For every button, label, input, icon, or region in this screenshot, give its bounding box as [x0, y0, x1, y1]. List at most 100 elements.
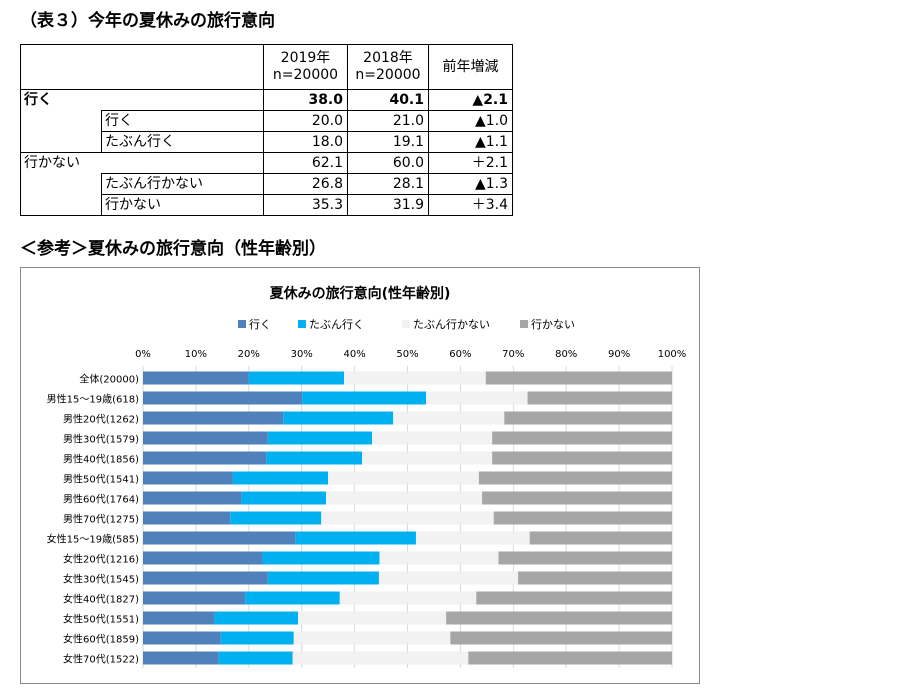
row-label: たぶん行かない [101, 173, 264, 195]
cell-diff: ＋2.1 [428, 152, 513, 174]
bar-segment [143, 471, 233, 485]
bar-segment [378, 571, 519, 585]
bar-segment [492, 451, 672, 465]
y-category-label: 男性20代(1262) [63, 413, 139, 426]
table-header-row: 2019年 n=20000 2018年 n=20000 前年増減 [20, 44, 513, 90]
y-category-label: 女性30代(1545) [63, 573, 139, 586]
bar-segment [426, 391, 528, 405]
cell-2019: 26.8 [263, 173, 348, 195]
bar-segment [393, 411, 505, 425]
bar-segment [498, 551, 672, 565]
stacked-bar-chart: 夏休みの旅行意向(性年齢別) 行く たぶん行く たぶん行かない 行かない 0% 10% 2… [47, 285, 686, 668]
header-2018: 2018年 n=20000 [347, 44, 429, 90]
bar-segment [321, 511, 494, 525]
table-row: たぶん行く 18.0 19.1 ▲1.1 [20, 131, 513, 153]
y-category-label: 男性50代(1541) [63, 473, 139, 486]
bar-segment [339, 591, 477, 605]
x-tick-label: 20% [238, 349, 260, 360]
bar-segment [295, 531, 416, 545]
legend-swatch [402, 320, 410, 328]
travel-intention-table: 2019年 n=20000 2018年 n=20000 前年増減 行く 38.0 4… [20, 44, 513, 216]
bar-segment [297, 611, 447, 625]
y-category-label: 女性40代(1827) [63, 593, 139, 606]
header-2019: 2019年 n=20000 [263, 44, 348, 90]
bar-segment [143, 491, 242, 505]
row-label: たぶん行く [101, 131, 264, 153]
bar-segment [218, 651, 293, 665]
table-row: 行かない 35.3 31.9 ＋3.4 [20, 194, 513, 216]
row-label: 行く [20, 89, 264, 111]
bar-segment [230, 511, 322, 525]
cell-diff: ▲1.1 [428, 131, 513, 153]
cell-diff: ▲2.1 [428, 89, 513, 111]
row-group-cell [20, 173, 102, 195]
y-category-label: 男性30代(1579) [63, 433, 139, 446]
header-2018-n: n=20000 [355, 67, 421, 83]
bar-segment [293, 631, 451, 645]
y-category-label: 男性60代(1764) [63, 493, 139, 506]
bar-segment [326, 491, 483, 505]
bar-segment [143, 591, 246, 605]
x-tick-label: 0% [135, 349, 151, 360]
x-tick-label: 10% [185, 349, 207, 360]
y-category-label: 女性20代(1216) [63, 553, 139, 566]
y-axis-labels: 全体(20000) 男性15～19歳(618) 男性20代(1262) 男性30代(1… [47, 373, 139, 666]
bar-segment [143, 431, 268, 445]
table-row: 行く 20.0 21.0 ▲1.0 [20, 110, 513, 132]
x-tick-label: 70% [502, 349, 524, 360]
row-label: 行かない [20, 152, 264, 174]
bar-segment [504, 411, 672, 425]
cell-2019: 18.0 [263, 131, 348, 153]
bar-segment [232, 471, 329, 485]
bar-segment [482, 491, 672, 505]
y-category-label: 女性60代(1859) [63, 633, 139, 646]
cell-diff: ＋3.4 [428, 194, 513, 216]
bar-segment [292, 651, 469, 665]
y-category-label: 男性15～19歳(618) [47, 393, 139, 406]
bar-segment [344, 371, 486, 385]
cell-2018: 60.0 [347, 152, 429, 174]
legend-label: 行く [249, 318, 271, 331]
bar-segment [529, 531, 672, 545]
table-row: 行かない 62.1 60.0 ＋2.1 [20, 152, 513, 174]
bar-segment [266, 451, 363, 465]
bar-segment [267, 431, 373, 445]
bar-segment [245, 591, 340, 605]
cell-2018: 19.1 [347, 131, 429, 153]
row-group-cell [20, 131, 102, 153]
bar-segment [143, 571, 268, 585]
bar-segment [143, 411, 284, 425]
bar-segment [267, 571, 379, 585]
y-category-label: 全体(20000) [79, 373, 139, 386]
bar-segment [485, 371, 672, 385]
y-category-label: 男性40代(1856) [63, 453, 139, 466]
legend-swatch [238, 320, 246, 328]
bar-segment [468, 651, 672, 665]
row-group-cell [20, 110, 102, 132]
table-row: たぶん行かない 26.8 28.1 ▲1.3 [20, 173, 513, 195]
bar-segment [143, 391, 303, 405]
cell-2018: 21.0 [347, 110, 429, 132]
bar-segment [214, 611, 298, 625]
chart-title: 夏休みの旅行意向(性年齢別) [270, 285, 451, 302]
bar-segment [262, 551, 380, 565]
bar-segment [450, 631, 672, 645]
y-category-label: 女性70代(1522) [63, 653, 139, 666]
bar-segment [143, 511, 231, 525]
row-label: 行かない [101, 194, 264, 216]
bar-segment [302, 391, 427, 405]
header-blank-cell [20, 44, 264, 90]
bar-segment [143, 531, 296, 545]
x-tick-label: 60% [449, 349, 471, 360]
chart-section-heading: ＜参考＞夏休みの旅行意向（性年齢別） [20, 239, 326, 259]
bar-segment [143, 611, 215, 625]
legend-swatch [298, 320, 306, 328]
bar-segment [492, 431, 672, 445]
cell-2019: 38.0 [263, 89, 348, 111]
cell-diff: ▲1.3 [428, 173, 513, 195]
y-category-label: 男性70代(1275) [63, 513, 139, 526]
bar-segment [143, 451, 267, 465]
chart-container: 夏休みの旅行意向(性年齢別) 行く たぶん行く たぶん行かない 行かない 0% 10% 2… [20, 267, 700, 684]
chart-bars [143, 371, 672, 665]
x-tick-label: 50% [396, 349, 418, 360]
